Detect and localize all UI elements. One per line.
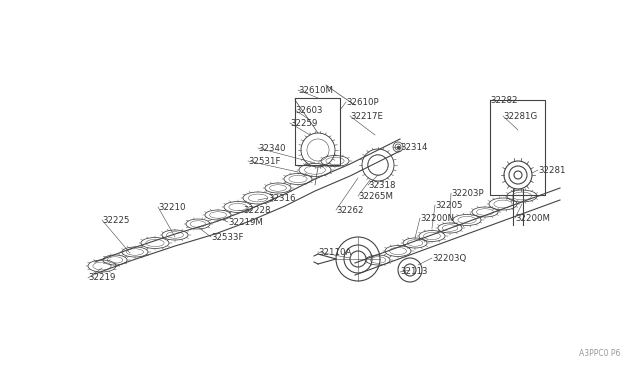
Text: 32314: 32314 [400, 142, 428, 151]
Text: A3PPC0 P6: A3PPC0 P6 [579, 349, 620, 358]
Text: 32340: 32340 [258, 144, 285, 153]
Text: 32316: 32316 [268, 193, 296, 202]
Text: 32225: 32225 [102, 215, 129, 224]
Text: 32113: 32113 [400, 267, 428, 276]
Text: 32318: 32318 [368, 180, 396, 189]
Text: 32610M: 32610M [298, 86, 333, 94]
Text: 32265M: 32265M [358, 192, 393, 201]
Text: 32262: 32262 [336, 205, 364, 215]
Text: 32610P: 32610P [346, 97, 379, 106]
Text: 32200M: 32200M [515, 214, 550, 222]
Text: 32533F: 32533F [211, 232, 243, 241]
Text: 32259: 32259 [290, 119, 317, 128]
Text: 32531F: 32531F [248, 157, 280, 166]
Text: 32282: 32282 [490, 96, 518, 105]
Text: 32219: 32219 [88, 273, 115, 282]
Text: 32210: 32210 [158, 202, 186, 212]
Text: 32281G: 32281G [503, 112, 537, 121]
Text: 32203P: 32203P [451, 189, 484, 198]
Text: 32603: 32603 [295, 106, 323, 115]
Text: 32200N: 32200N [420, 214, 454, 222]
Text: 32205: 32205 [435, 201, 463, 209]
Text: 32110A: 32110A [318, 247, 351, 257]
Text: 32219M: 32219M [228, 218, 263, 227]
Text: 32281: 32281 [538, 166, 566, 174]
Text: 32228: 32228 [243, 205, 271, 215]
Text: 32203Q: 32203Q [432, 253, 467, 263]
Text: 32217E: 32217E [350, 112, 383, 121]
